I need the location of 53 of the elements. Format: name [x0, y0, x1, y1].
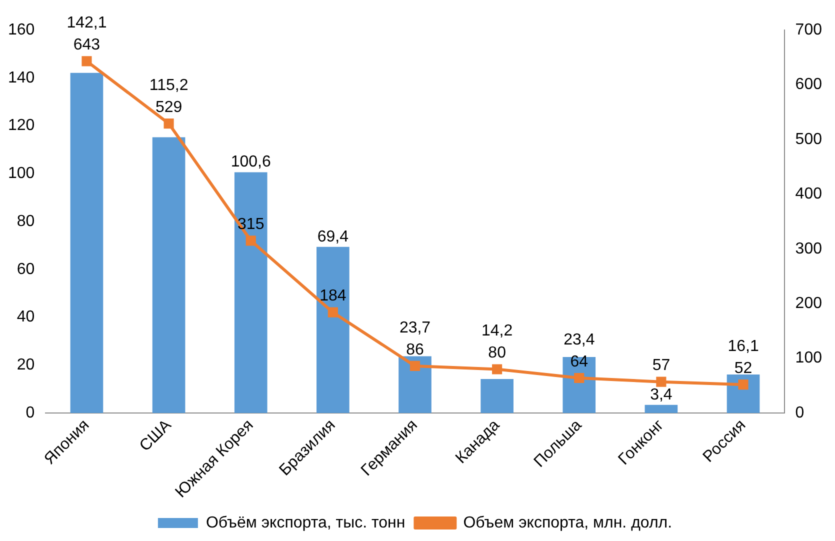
y-tick-label: 20: [16, 356, 35, 374]
y2-tick-label: 0: [795, 404, 804, 422]
point: [328, 307, 338, 318]
data-label: 3,4: [650, 386, 672, 404]
bar: [480, 379, 514, 414]
legend-label: Объем экспорта, млн. долл.: [463, 514, 672, 532]
point: [410, 360, 420, 371]
y2-tick-label: 100: [795, 350, 822, 367]
data-label: 23,7: [399, 319, 431, 336]
bar: [644, 404, 678, 414]
y2-tick-label: 300: [795, 240, 822, 258]
data-label: 52: [734, 360, 752, 377]
y-tick-label: 140: [8, 69, 35, 86]
y-tick-label: 60: [16, 260, 35, 278]
bar: [562, 357, 596, 414]
point: [492, 364, 502, 374]
data-label: 64: [570, 353, 588, 370]
data-label: 142,1: [66, 14, 107, 32]
y2-tick-label: 700: [795, 21, 822, 38]
y-tick-label: 40: [16, 308, 35, 326]
bar: [316, 246, 350, 414]
data-label: 16,1: [728, 338, 759, 355]
data-label: 115,2: [149, 76, 188, 94]
y2-tick-label: 400: [795, 186, 822, 203]
y-tick-label: 0: [26, 404, 35, 422]
y-tick-label: 100: [8, 165, 35, 182]
legend-label: Объём экспорта, тыс. тонн: [206, 514, 406, 532]
data-label: 69,4: [317, 228, 349, 246]
bar: [398, 356, 432, 414]
point: [656, 376, 666, 387]
y2-tick-label: 500: [795, 130, 822, 148]
point: [738, 380, 748, 390]
point: [574, 372, 584, 384]
data-label: 57: [652, 357, 670, 374]
y-tick-label: 80: [16, 212, 35, 230]
data-label: 643: [73, 36, 100, 54]
data-label: 80: [488, 344, 506, 362]
point: [82, 56, 92, 66]
bar: [70, 72, 104, 414]
y2-tick-label: 200: [795, 294, 822, 312]
bar: [152, 137, 186, 414]
y-tick-label: 120: [8, 117, 35, 134]
point: [246, 236, 256, 246]
point: [164, 118, 174, 129]
data-label: 23,4: [564, 331, 595, 348]
data-label: 529: [155, 98, 182, 116]
data-label: 184: [320, 288, 346, 305]
y2-tick-label: 600: [795, 76, 822, 94]
y-tick-label: 160: [8, 21, 35, 38]
data-label: 86: [406, 341, 424, 358]
data-label: 100,6: [230, 154, 271, 171]
bar: [234, 172, 268, 414]
data-label: 14,2: [481, 322, 513, 340]
